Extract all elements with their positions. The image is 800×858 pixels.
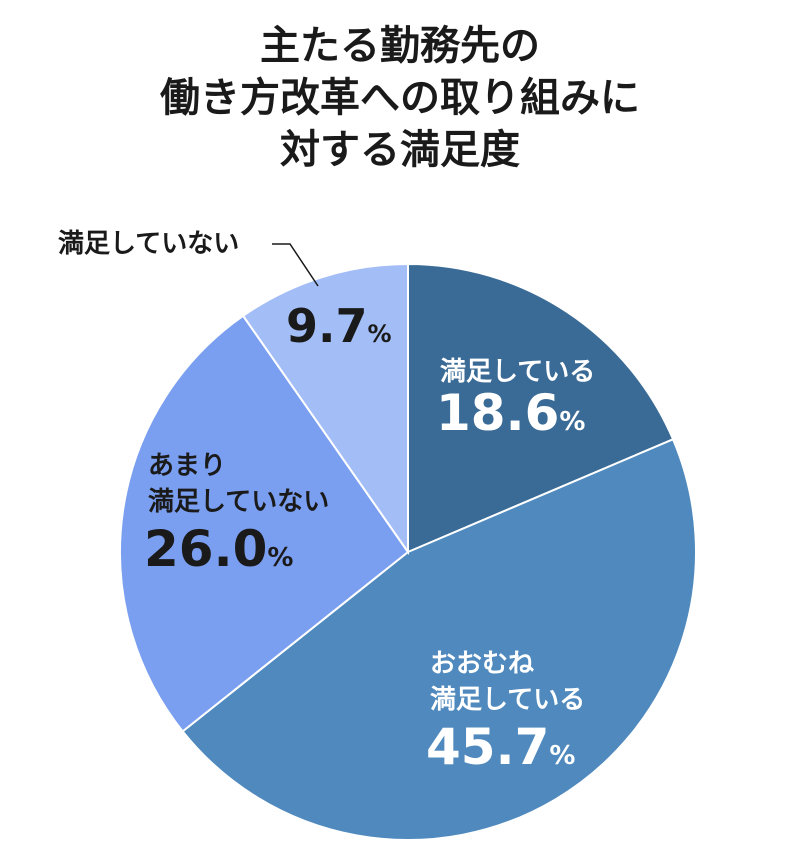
pie-callouts: [272, 243, 319, 287]
slice-value-4: 9.7%: [286, 299, 392, 353]
pie-slice-1: [407, 262, 675, 554]
pie-slices: [119, 262, 697, 841]
slice-leader-line-4: [272, 243, 319, 287]
chart-title: 主たる勤務先の 働き方改革への取り組みに 対する満足度: [0, 20, 800, 176]
slice-label-2-line-2: 満足している: [430, 685, 585, 715]
slice-label-4: 満足していない: [58, 229, 239, 259]
pie-slice-2: [181, 437, 697, 841]
pie-slice-3: [119, 314, 410, 733]
chart-title-line-2: 働き方改革への取り組みに: [160, 75, 640, 121]
pie-slice-4: [241, 262, 409, 556]
slice-value-1: 18.6%: [436, 384, 585, 442]
slice-label-3-line-1: あまり: [148, 451, 226, 481]
pie-labels: 満足している18.6%おおむね満足している45.7%あまり満足していない26.0…: [58, 229, 595, 776]
slice-label-3-line-2: 満足していない: [148, 487, 329, 517]
chart-title-line-3: 対する満足度: [280, 127, 520, 173]
slice-value-2: 45.7%: [426, 718, 575, 776]
chart-title-line-1: 主たる勤務先の: [260, 23, 540, 69]
slice-label-2-line-1: おおむね: [430, 649, 534, 679]
slice-value-3: 26.0%: [144, 520, 293, 578]
slice-label-1-line-1: 満足している: [440, 357, 595, 387]
